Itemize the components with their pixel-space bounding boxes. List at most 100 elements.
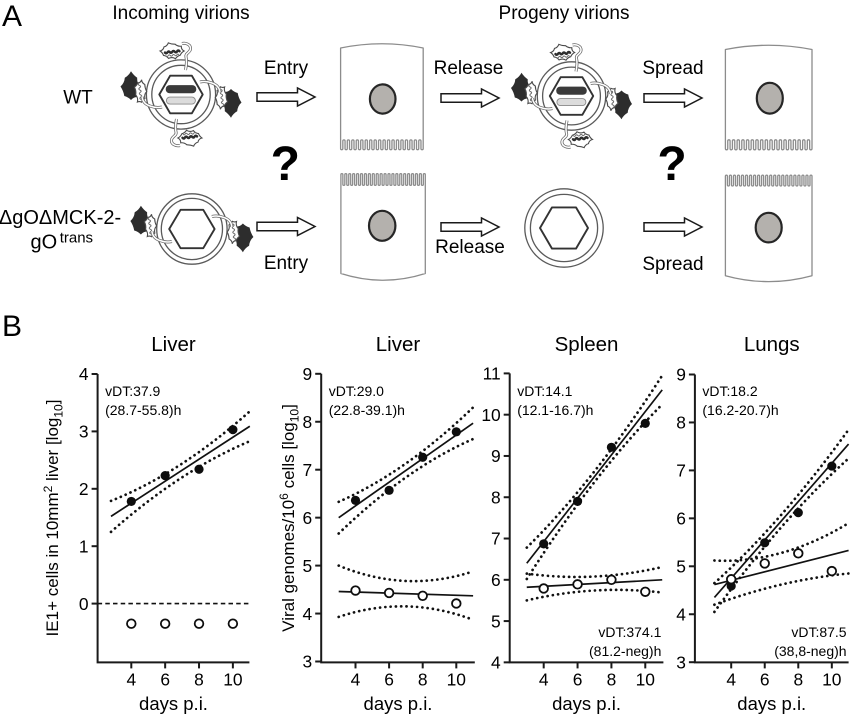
label-entry-wt: Entry bbox=[264, 58, 309, 79]
y-tick-label: 6 bbox=[676, 509, 686, 529]
y-tick-label: 6 bbox=[491, 570, 501, 590]
data-point-open bbox=[159, 618, 171, 629]
virion-mutant-incoming bbox=[128, 193, 255, 265]
ylabel-plot2: Viral genomes/106 cells [log10] bbox=[277, 404, 302, 632]
x-tick-label: 6 bbox=[160, 669, 170, 689]
regression-line bbox=[526, 578, 663, 589]
data-point-filled bbox=[350, 495, 361, 505]
annotation-vdt-bottom-line2: (38,8-neg)h bbox=[774, 643, 846, 659]
x-tick-label: 8 bbox=[607, 669, 617, 689]
virion-mutant-progeny bbox=[524, 188, 604, 268]
virion-capsid bbox=[158, 74, 204, 115]
data-point-filled bbox=[228, 425, 238, 435]
y-tick-label: 6 bbox=[303, 508, 313, 528]
plot-title: Liver bbox=[151, 333, 196, 356]
series-filled bbox=[109, 409, 252, 534]
plot-liver-1: Liver 9 8 7 6 5 4 3 4 6 8 10 days p.i. vDT:29.0 (22.8-… bbox=[303, 333, 475, 714]
arrow-entry-mutant bbox=[256, 216, 316, 237]
annotation-vdt-bottom-line1: vDT:374.1 bbox=[598, 624, 661, 640]
x-axis-label: days p.i. bbox=[552, 693, 621, 714]
data-point-open bbox=[826, 565, 838, 577]
plot-title: Lungs bbox=[744, 333, 800, 356]
regression-line bbox=[526, 389, 663, 564]
y-tick-label: 4 bbox=[676, 604, 686, 624]
cell-mutant-spread bbox=[724, 174, 813, 283]
label-spread-wt: Spread bbox=[642, 58, 703, 79]
heading-progeny-virions: Progeny virions bbox=[499, 3, 630, 24]
y-tick-label: 4 bbox=[79, 364, 89, 384]
ylabel-plot1: IE1+ cells in 10mm2 liver [log10] bbox=[41, 400, 66, 637]
data-point-open bbox=[538, 583, 549, 594]
virion-wt-progeny bbox=[509, 42, 634, 150]
data-point-filled bbox=[760, 538, 770, 548]
regression-line bbox=[714, 549, 849, 586]
confidence-band-upper bbox=[525, 565, 664, 579]
label-spread-mutant: Spread bbox=[642, 254, 703, 275]
y-tick-label: 11 bbox=[483, 364, 501, 384]
y-tick-label: 4 bbox=[303, 604, 313, 624]
panel-a-label: A bbox=[2, 0, 22, 33]
data-point-filled bbox=[384, 485, 394, 495]
confidence-band-lower bbox=[337, 605, 475, 622]
data-point-open bbox=[640, 586, 651, 597]
x-tick-label: 10 bbox=[822, 669, 841, 689]
data-point-open bbox=[793, 548, 804, 559]
data-point-open bbox=[606, 574, 617, 586]
series-open bbox=[525, 565, 664, 602]
data-point-open bbox=[726, 574, 737, 585]
x-tick-label: 6 bbox=[573, 669, 583, 689]
label-release-mutant: Release bbox=[435, 237, 505, 258]
plot-spleen-2: Spleen 11 10 9 8 7 6 5 4 4 6 8 10 days p.i. vDT:14.1 (1… bbox=[481, 333, 664, 714]
x-tick-label: 4 bbox=[126, 669, 136, 689]
y-tick-label: 7 bbox=[303, 460, 313, 480]
cell-nucleus bbox=[367, 209, 397, 242]
label-entry-mutant: Entry bbox=[264, 253, 309, 274]
confidence-band-lower bbox=[525, 403, 664, 581]
virion-capsid bbox=[539, 206, 589, 250]
data-point-open bbox=[193, 618, 205, 629]
data-point-open bbox=[383, 587, 395, 599]
row-wt-label: WT bbox=[63, 88, 93, 109]
data-point-open bbox=[759, 558, 770, 569]
x-tick-label: 10 bbox=[636, 669, 655, 689]
x-tick-label: 10 bbox=[447, 669, 466, 689]
row-mutant-label-line2: gO trans bbox=[31, 230, 94, 254]
y-tick-label: 5 bbox=[491, 611, 501, 631]
y-tick-label: 9 bbox=[491, 446, 501, 466]
data-point-filled bbox=[194, 464, 204, 474]
data-point-open bbox=[126, 618, 137, 629]
cell-nucleus bbox=[368, 83, 397, 115]
question-mark-entry: ? bbox=[271, 138, 300, 191]
confidence-band-lower bbox=[109, 439, 252, 534]
regression-line bbox=[338, 422, 474, 519]
plot-lungs-3: Lungs 9 8 7 6 5 4 3 4 6 8 10 days p.i. vDT:18.2 (16.2-… bbox=[676, 333, 850, 714]
question-mark-spread: ? bbox=[657, 138, 686, 191]
arrow-release-mutant bbox=[440, 217, 500, 237]
annotation-vdt-top-line1: vDT:18.2 bbox=[702, 383, 757, 399]
x-tick-label: 6 bbox=[760, 669, 770, 689]
row-mutant-label-line1: ΔgOΔMCK-2- bbox=[0, 207, 121, 229]
heading-incoming-virions: Incoming virions bbox=[112, 3, 249, 24]
confidence-band-upper bbox=[109, 409, 252, 503]
series-open bbox=[126, 618, 239, 629]
series-filled bbox=[337, 406, 475, 535]
annotation-vdt-bottom-line2: (81.2-neg)h bbox=[589, 643, 661, 659]
data-point-open bbox=[572, 579, 583, 590]
confidence-band-upper bbox=[713, 521, 850, 563]
x-tick-label: 8 bbox=[793, 669, 803, 689]
annotation-vdt-top-line2: (28.7-55.8)h bbox=[105, 402, 181, 418]
y-tick-label: 8 bbox=[676, 413, 686, 433]
panel-a: A Incoming virions Progeny virions WT Δg… bbox=[0, 0, 813, 283]
panel-b-label: B bbox=[2, 310, 22, 343]
y-tick-label: 8 bbox=[491, 487, 501, 507]
y-tick-label: 7 bbox=[676, 461, 686, 481]
data-point-filled bbox=[827, 461, 837, 471]
data-point-filled bbox=[160, 470, 170, 481]
x-tick-label: 4 bbox=[351, 669, 361, 689]
y-tick-label: 9 bbox=[303, 364, 313, 384]
x-tick-label: 6 bbox=[384, 669, 394, 689]
series-open bbox=[337, 564, 475, 622]
annotation-vdt-top-line1: vDT:14.1 bbox=[517, 383, 572, 399]
